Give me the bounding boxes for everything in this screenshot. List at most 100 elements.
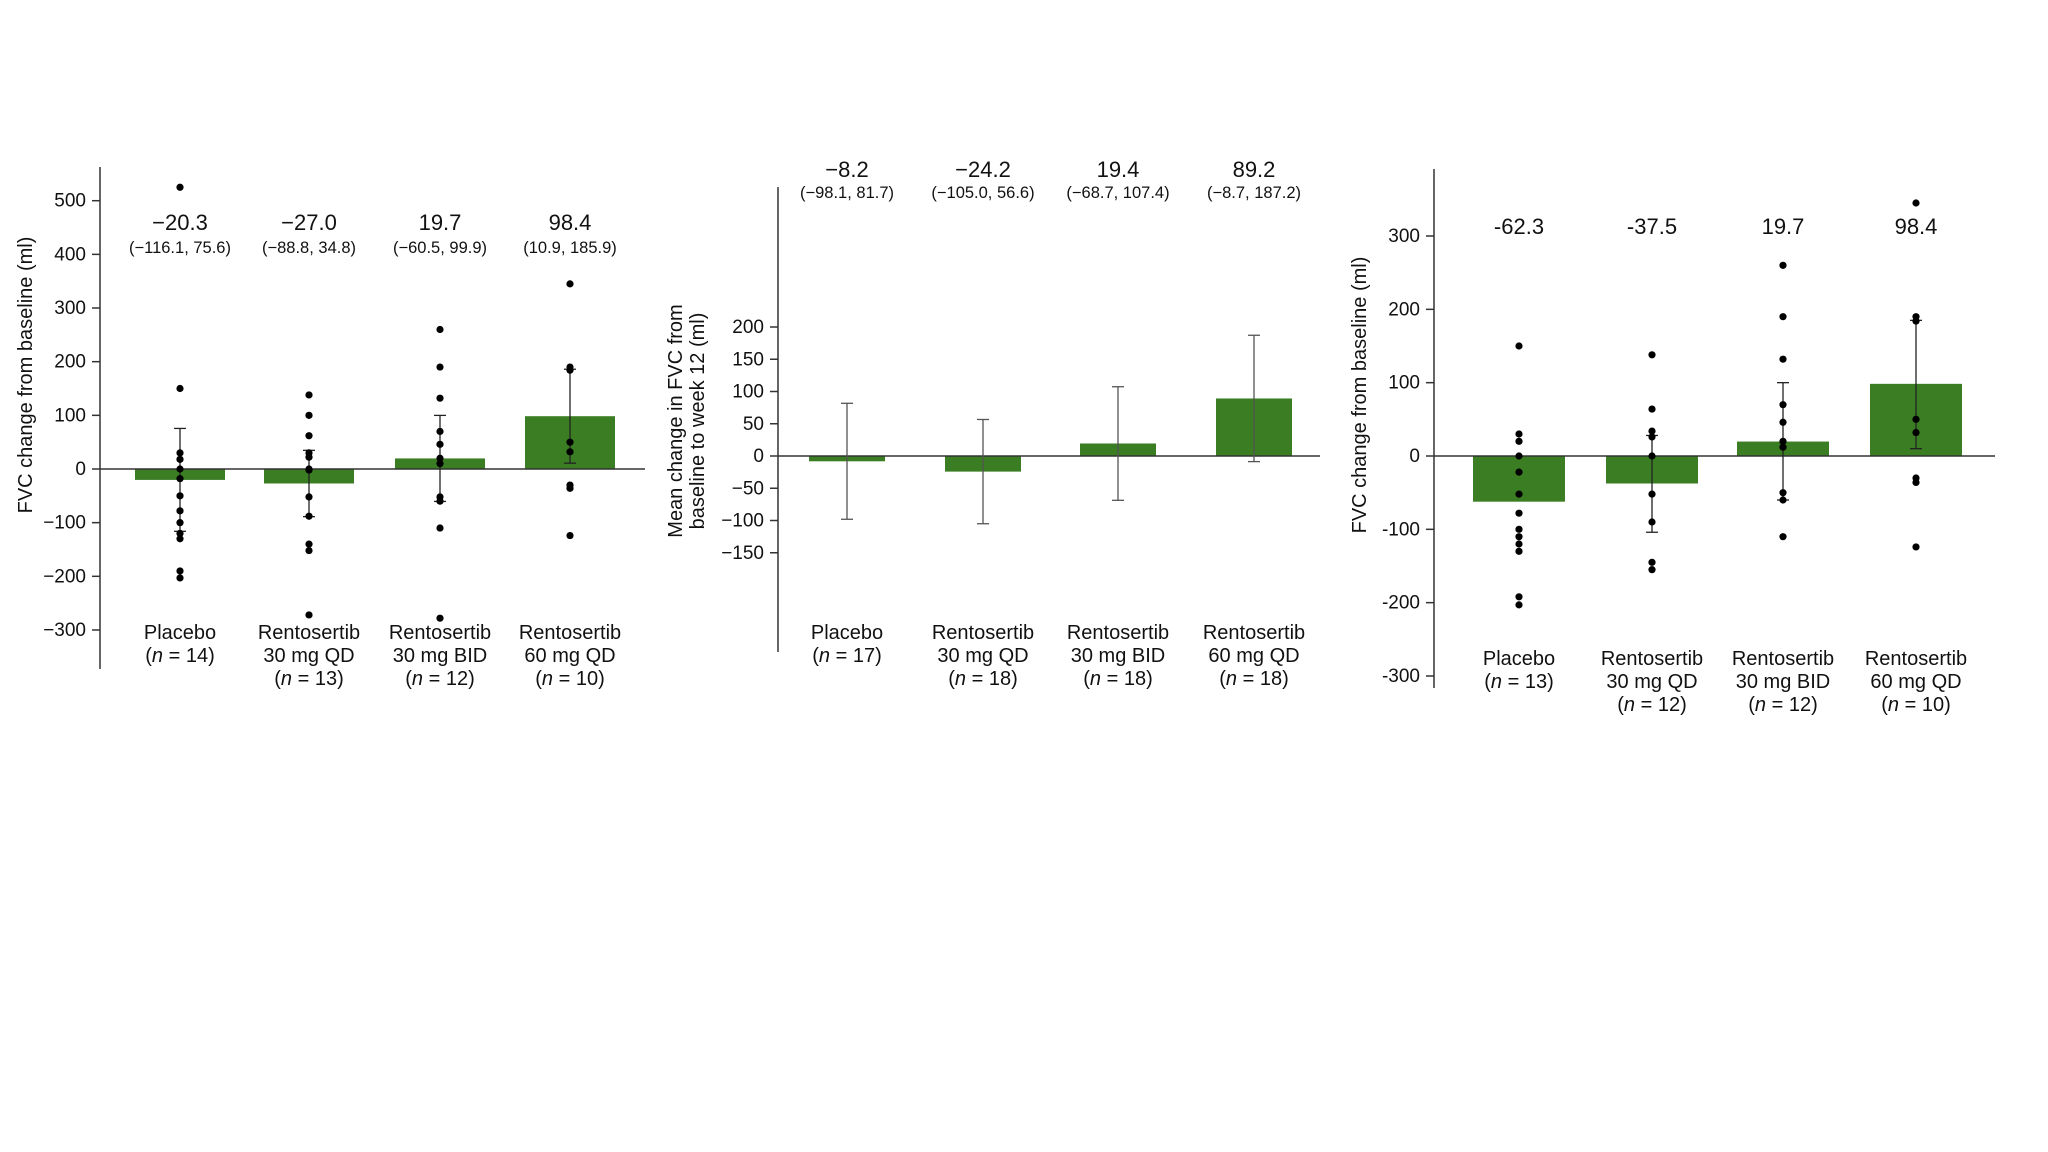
data-point bbox=[1779, 355, 1787, 363]
n-symbol: n bbox=[281, 668, 292, 690]
data-point bbox=[1515, 430, 1523, 438]
n-open: ( bbox=[274, 668, 281, 690]
data-point bbox=[305, 512, 313, 520]
data-point bbox=[176, 455, 184, 463]
panel-a-fvc-change-with-points: −300 −200 −100 0 100 200 300 400 500 FVC change f… bbox=[15, 167, 645, 690]
n-open: ( bbox=[145, 645, 152, 667]
data-point bbox=[1648, 433, 1656, 441]
n-open: ( bbox=[1617, 694, 1624, 716]
data-point bbox=[176, 475, 184, 483]
data-point bbox=[1515, 525, 1523, 533]
category-label: Placebo bbox=[1483, 648, 1555, 670]
data-point bbox=[1779, 418, 1787, 426]
data-point bbox=[1515, 342, 1523, 350]
ci-label: (−68.7, 107.4) bbox=[1066, 184, 1169, 202]
category-label: Placebo bbox=[144, 622, 216, 644]
category-n-label: (n = 13) bbox=[1484, 671, 1554, 693]
data-point bbox=[1912, 428, 1920, 437]
y-tick-label: 0 bbox=[1409, 446, 1420, 467]
data-point bbox=[305, 411, 313, 419]
ci-label: (−88.8, 34.8) bbox=[262, 239, 356, 257]
data-point bbox=[1912, 415, 1920, 423]
data-point bbox=[436, 325, 444, 334]
mean-value-label: −27.0 bbox=[281, 210, 337, 235]
data-point bbox=[305, 493, 313, 501]
category-n-label: (n = 12) bbox=[1617, 694, 1687, 716]
category-n-label: (n = 12) bbox=[405, 668, 475, 690]
y-tick-label: 100 bbox=[54, 405, 86, 426]
n-symbol: n bbox=[152, 645, 163, 667]
data-point bbox=[176, 507, 184, 515]
data-point bbox=[436, 394, 444, 402]
category-label: Rentosertib bbox=[519, 622, 621, 644]
data-point bbox=[176, 574, 184, 582]
category-n-label: (n = 18) bbox=[1219, 668, 1289, 690]
mean-value-label: 19.4 bbox=[1097, 157, 1140, 182]
ci-label: (10.9, 185.9) bbox=[523, 239, 617, 257]
data-point bbox=[1515, 533, 1523, 541]
data-point bbox=[176, 492, 184, 500]
data-point bbox=[1515, 593, 1523, 601]
data-point bbox=[1648, 566, 1656, 574]
n-value: = 13) bbox=[1502, 671, 1554, 693]
data-point bbox=[305, 391, 313, 399]
data-point bbox=[1779, 437, 1787, 445]
y-tick-label: 400 bbox=[54, 244, 86, 265]
data-point bbox=[305, 432, 313, 440]
data-point bbox=[305, 611, 313, 619]
category-label: Placebo bbox=[811, 622, 883, 644]
n-symbol: n bbox=[955, 668, 966, 690]
panel-c-fvc-change-with-points: -300 -200 -100 0 100 200 300 FVC change from ba… bbox=[1349, 169, 1995, 716]
data-point bbox=[1648, 405, 1656, 413]
data-point bbox=[436, 524, 444, 532]
data-point bbox=[1779, 496, 1787, 504]
data-point bbox=[566, 484, 574, 492]
mean-value-label: -62.3 bbox=[1494, 214, 1544, 239]
data-point bbox=[1515, 547, 1523, 555]
n-open: ( bbox=[948, 668, 955, 690]
y-axis-label: FVC change from baseline (ml) bbox=[15, 237, 37, 514]
y-tick-label: −300 bbox=[43, 620, 86, 641]
data-point bbox=[1515, 437, 1523, 445]
data-point bbox=[436, 460, 444, 468]
category-n-label: (n = 17) bbox=[812, 645, 882, 667]
category-label: 60 mg QD bbox=[1870, 671, 1961, 693]
y-tick-label: -100 bbox=[1382, 519, 1420, 540]
n-value: = 17) bbox=[830, 645, 882, 667]
data-point bbox=[1515, 509, 1523, 517]
n-symbol: n bbox=[1624, 694, 1635, 716]
y-axis-label-line: FVC change from baseline (ml) bbox=[1349, 257, 1371, 534]
y-axis-label: FVC change from baseline (ml) bbox=[1349, 257, 1371, 534]
y-axis-label: Mean change in FVC frombaseline to week … bbox=[665, 304, 709, 537]
y-tick-label: −100 bbox=[721, 511, 764, 532]
data-point bbox=[436, 614, 444, 622]
category-label: 30 mg BID bbox=[1736, 671, 1830, 693]
y-tick-label: 300 bbox=[54, 298, 86, 319]
category-label: 30 mg QD bbox=[263, 645, 354, 667]
data-point bbox=[176, 384, 184, 393]
data-point bbox=[436, 497, 444, 505]
n-value: = 18) bbox=[1237, 668, 1289, 690]
y-tick-label: 50 bbox=[743, 414, 764, 435]
ci-label: (−105.0, 56.6) bbox=[931, 184, 1034, 202]
n-symbol: n bbox=[542, 668, 553, 690]
data-point bbox=[1779, 443, 1787, 451]
category-label: Rentosertib bbox=[258, 622, 360, 644]
ci-label: (−60.5, 99.9) bbox=[393, 239, 487, 257]
n-open: ( bbox=[1083, 668, 1090, 690]
data-point bbox=[566, 448, 574, 456]
category-n-label: (n = 14) bbox=[145, 645, 215, 667]
category-label: 30 mg QD bbox=[937, 645, 1028, 667]
n-symbol: n bbox=[1090, 668, 1101, 690]
data-point bbox=[176, 529, 184, 537]
n-symbol: n bbox=[1888, 694, 1899, 716]
data-point bbox=[1912, 543, 1920, 551]
data-point bbox=[1912, 199, 1920, 207]
data-point bbox=[566, 366, 574, 374]
category-n-label: (n = 18) bbox=[1083, 668, 1153, 690]
data-point bbox=[176, 183, 184, 191]
n-open: ( bbox=[1219, 668, 1226, 690]
data-point bbox=[305, 466, 313, 474]
y-tick-label: 200 bbox=[54, 352, 86, 373]
